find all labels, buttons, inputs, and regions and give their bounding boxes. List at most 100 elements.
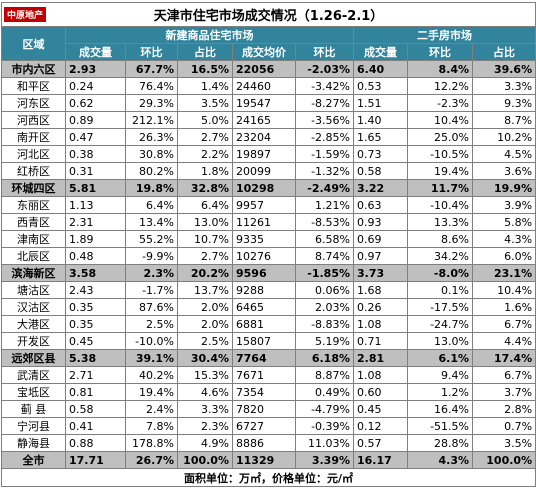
cell: 0.24 — [65, 77, 126, 95]
cell: 0.53 — [353, 77, 408, 95]
district-row: 红桥区 0.31 80.2% 1.8% 20099 -1.32% 0.58 19.4% 3.6% — [1, 162, 536, 180]
cell: 19.4% — [407, 162, 473, 180]
cell: -1.32% — [295, 162, 354, 180]
cell: 19.8% — [125, 179, 178, 197]
region-cell: 西青区 — [1, 213, 66, 231]
cell: 5.19% — [295, 332, 354, 350]
cell: 5.81 — [65, 179, 126, 197]
cell: 1.08 — [353, 315, 408, 333]
cell: -3.42% — [295, 77, 354, 95]
column-header: 环比 — [407, 43, 473, 61]
cell: 10298 — [232, 179, 296, 197]
cell: 11329 — [232, 451, 296, 469]
region-cell: 南开区 — [1, 128, 66, 146]
cell: 1.6% — [471, 298, 536, 316]
cell: 3.5% — [177, 94, 233, 112]
region-cell: 东丽区 — [1, 196, 66, 214]
cell: 0.45 — [65, 332, 126, 350]
cell: 2.0% — [177, 298, 233, 316]
region-cell: 和平区 — [1, 77, 66, 95]
cell: 2.71 — [65, 366, 126, 384]
cell: 28.8% — [407, 434, 473, 452]
cell: 1.13 — [65, 196, 126, 214]
footer-note: 面积单位：万㎡，价格单位：元/㎡ — [0, 468, 536, 487]
cell: 10276 — [232, 247, 296, 265]
cell: 17.71 — [65, 451, 126, 469]
cell: -8.83% — [295, 315, 354, 333]
column-header: 成交均价 — [232, 43, 296, 61]
cell: 2.93 — [65, 60, 126, 78]
cell: 9288 — [232, 281, 296, 299]
cell: 2.3% — [125, 264, 178, 282]
cell: 11.7% — [407, 179, 473, 197]
cell: 13.3% — [407, 213, 473, 231]
cell: 30.4% — [177, 349, 233, 367]
region-cell: 全市 — [1, 451, 66, 469]
cell: 8.87% — [295, 366, 354, 384]
district-row: 和平区 0.24 76.4% 1.4% 24460 -3.42% 0.53 12.2% 3.3% — [1, 77, 536, 95]
cell: 23.1% — [471, 264, 536, 282]
cell: 0.69 — [353, 230, 408, 248]
region-cell: 大港区 — [1, 315, 66, 333]
cell: 10.4% — [407, 111, 473, 129]
cell: 178.8% — [125, 434, 178, 452]
cell: 4.3% — [407, 451, 473, 469]
cell: 19547 — [232, 94, 296, 112]
cell: 19897 — [232, 145, 296, 163]
cell: 1.89 — [65, 230, 126, 248]
cell: 11.03% — [295, 434, 354, 452]
cell: 30.8% — [125, 145, 178, 163]
cell: 8.4% — [407, 60, 473, 78]
region-cell: 滨海新区 — [1, 264, 66, 282]
district-row: 河东区 0.62 29.3% 3.5% 19547 -8.27% 1.51 -2.3% 9.3% — [1, 94, 536, 112]
cell: 6.7% — [471, 315, 536, 333]
cell: -3.56% — [295, 111, 354, 129]
cell: 2.3% — [177, 417, 233, 435]
cell: 5.38 — [65, 349, 126, 367]
cell: 10.4% — [471, 281, 536, 299]
cell: 3.22 — [353, 179, 408, 197]
cell: 55.2% — [125, 230, 178, 248]
market-table: 中原地产 天津市住宅市场成交情况（1.26-2.1） 区域 新建商品住宅市场 二手房市… — [0, 2, 536, 487]
cell: 3.6% — [471, 162, 536, 180]
column-header: 占比 — [471, 43, 536, 61]
cell: 13.0% — [177, 213, 233, 231]
cell: 0.06% — [295, 281, 354, 299]
cell: 6465 — [232, 298, 296, 316]
cell: 3.39% — [295, 451, 354, 469]
district-row: 宁河县 0.41 7.8% 2.3% 6727 -0.39% 0.12 -51.5% 0.7% — [1, 417, 536, 435]
district-row: 塘沽区 2.43 -1.7% 13.7% 9288 0.06% 1.68 0.1% 10.4% — [1, 281, 536, 299]
cell: 6.4% — [125, 196, 178, 214]
cell: 3.3% — [177, 400, 233, 418]
cell: 0.63 — [353, 196, 408, 214]
cell: 3.3% — [471, 77, 536, 95]
cell: 1.51 — [353, 94, 408, 112]
cell: 19.9% — [471, 179, 536, 197]
cell: 20099 — [232, 162, 296, 180]
region-cell: 宁河县 — [1, 417, 66, 435]
cell: 29.3% — [125, 94, 178, 112]
region-header: 区域 — [1, 26, 66, 61]
cell: 8886 — [232, 434, 296, 452]
cell: -1.85% — [295, 264, 354, 282]
region-cell: 北辰区 — [1, 247, 66, 265]
cell: 9.4% — [407, 366, 473, 384]
cell: 1.21% — [295, 196, 354, 214]
cell: -8.0% — [407, 264, 473, 282]
cell: 0.62 — [65, 94, 126, 112]
cell: 0.93 — [353, 213, 408, 231]
cell: 2.31 — [65, 213, 126, 231]
cell: -0.39% — [295, 417, 354, 435]
cell: 6.40 — [353, 60, 408, 78]
cell: 9335 — [232, 230, 296, 248]
column-header: 环比 — [295, 43, 354, 61]
cell: 3.5% — [471, 434, 536, 452]
district-row: 静海县 0.88 178.8% 4.9% 8886 11.03% 0.57 28.8% 3.5% — [1, 434, 536, 452]
cell: -17.5% — [407, 298, 473, 316]
cell: 15.3% — [177, 366, 233, 384]
cell: 10.7% — [177, 230, 233, 248]
cell: 0.57 — [353, 434, 408, 452]
cell: 76.4% — [125, 77, 178, 95]
cell: 9957 — [232, 196, 296, 214]
